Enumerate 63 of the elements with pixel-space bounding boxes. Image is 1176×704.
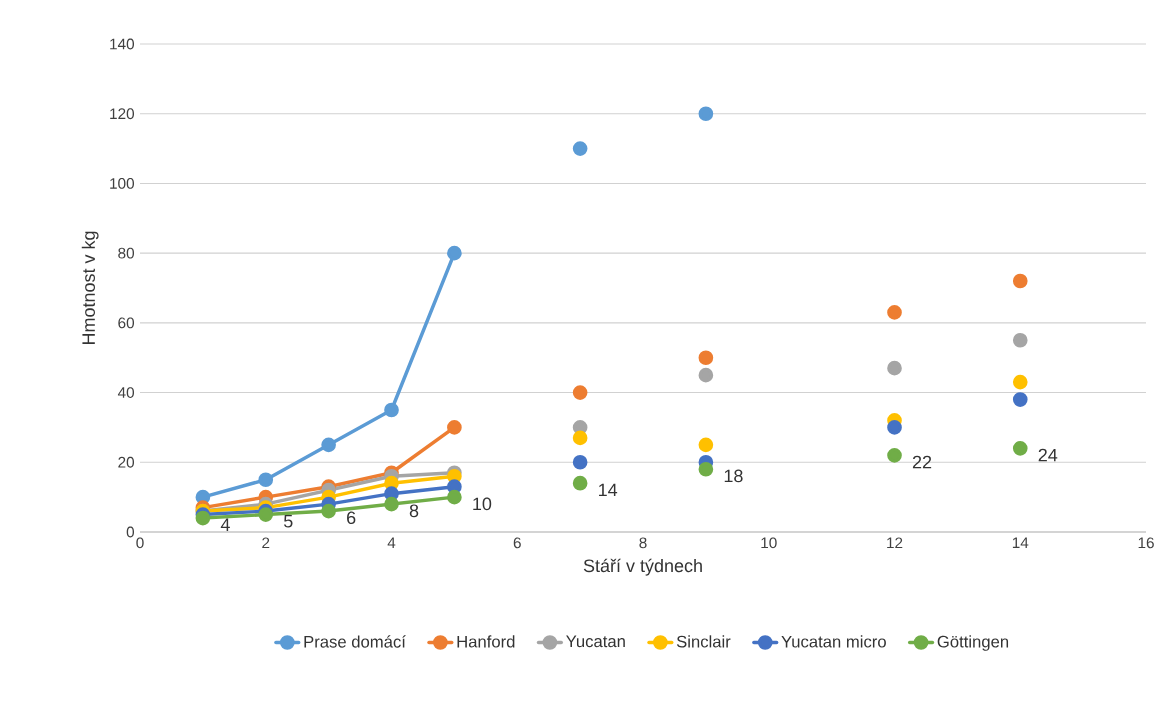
- point: [321, 437, 336, 453]
- point: [1012, 441, 1028, 456]
- data-label: 4: [220, 518, 230, 531]
- point: [887, 305, 902, 320]
- point: [447, 420, 462, 435]
- x-tick-label: 4: [387, 537, 396, 548]
- y-tick-label: 40: [117, 387, 135, 398]
- data-label: 22: [912, 455, 932, 469]
- point: [447, 245, 462, 261]
- point: [195, 510, 211, 526]
- x-tick-label: 2: [262, 537, 270, 549]
- legend-label: Göttingen: [937, 635, 1009, 651]
- point: [1012, 374, 1028, 390]
- y-tick-label: 120: [110, 108, 135, 120]
- y-tick-label: 60: [118, 317, 135, 329]
- point: [321, 503, 336, 519]
- y-tick-label: 0: [126, 526, 135, 538]
- data-label: 14: [599, 483, 618, 497]
- y-tick-label: 80: [118, 247, 135, 259]
- point: [698, 350, 714, 366]
- point: [572, 141, 588, 156]
- point: [1012, 332, 1028, 348]
- x-tick-label: 12: [887, 537, 903, 549]
- point: [384, 402, 399, 418]
- x-tick-label: 6: [513, 537, 521, 549]
- point: [698, 461, 714, 477]
- legend-label: Yucatan micro: [781, 635, 886, 648]
- data-label: 6: [347, 511, 356, 525]
- point: [572, 475, 588, 491]
- point: [698, 437, 714, 453]
- y-tick-label: 20: [118, 456, 135, 468]
- x-tick-label: 8: [639, 537, 647, 549]
- data-label: 10: [473, 497, 492, 511]
- point: [1012, 273, 1028, 289]
- legend-label: Sinclair: [676, 635, 731, 648]
- point: [1012, 392, 1028, 407]
- point: [384, 496, 399, 512]
- data-label: 18: [724, 469, 743, 483]
- x-tick-label: 0: [136, 537, 144, 549]
- point: [447, 489, 462, 505]
- point: [572, 430, 588, 446]
- point: [572, 454, 588, 470]
- x-tick-label: 14: [1012, 537, 1029, 548]
- point: [887, 360, 902, 376]
- x-tick-label: 16: [1138, 537, 1154, 549]
- x-axis-title: Stáří v týdnech: [583, 558, 702, 576]
- legend-label: Prase domácí: [304, 635, 406, 648]
- x-tick-label: 10: [761, 537, 777, 549]
- legend-label: Hanford: [457, 635, 515, 648]
- y-tick-label: 100: [110, 178, 135, 189]
- data-label: 8: [409, 504, 419, 518]
- data-label: 24: [1038, 448, 1058, 462]
- point: [887, 447, 902, 463]
- y-axis-title: Hmotnost v kg: [81, 231, 99, 345]
- point: [698, 106, 714, 122]
- legend-label: Yucatan: [566, 635, 625, 648]
- data-label: 5: [283, 514, 293, 528]
- y-tick-label: 140: [110, 38, 135, 50]
- point: [258, 472, 274, 488]
- point: [698, 367, 714, 383]
- point: [572, 385, 588, 400]
- point: [258, 507, 274, 522]
- point: [887, 420, 902, 435]
